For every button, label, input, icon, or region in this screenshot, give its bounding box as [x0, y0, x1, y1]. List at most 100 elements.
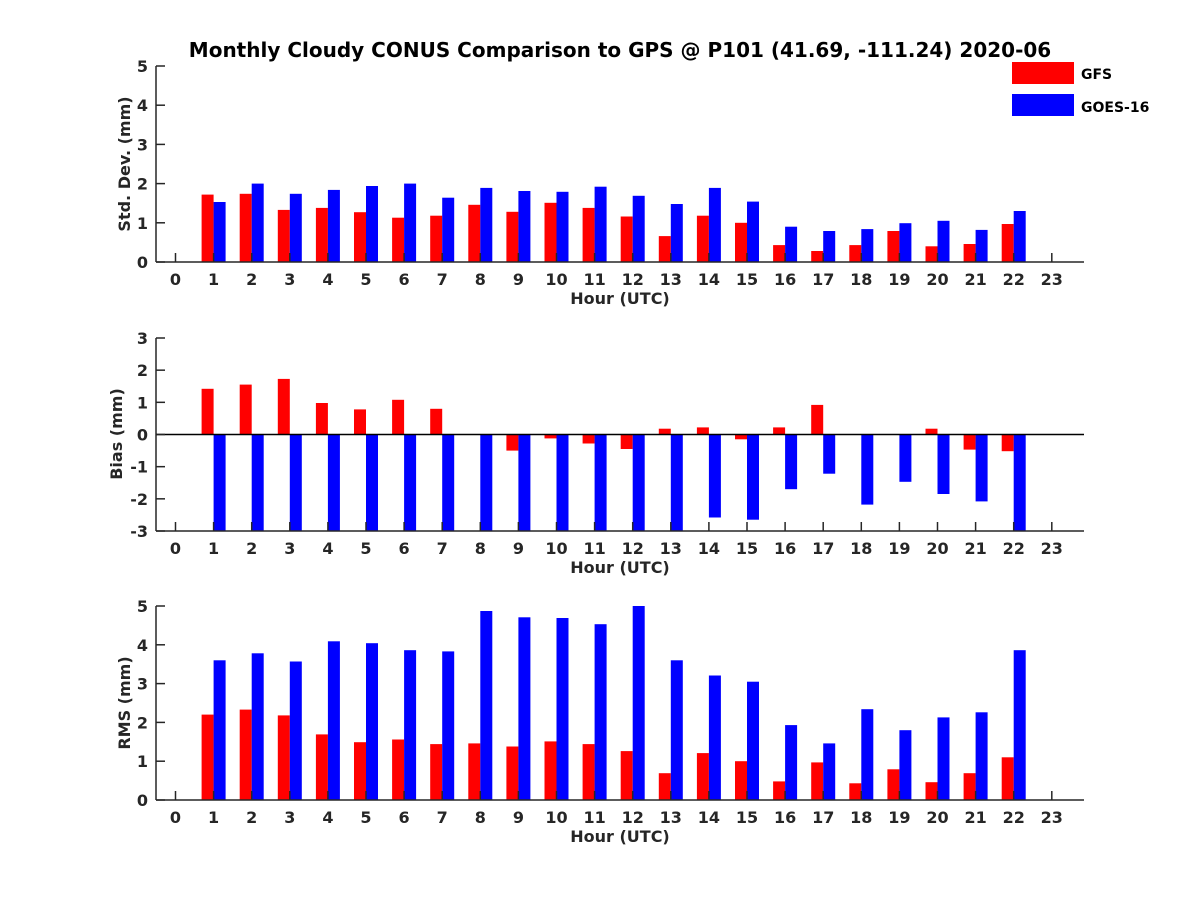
bar-goes16-hour-14: [708, 434, 721, 518]
x-tick-label: 21: [964, 539, 986, 558]
bar-gfs-hour-14: [696, 427, 709, 435]
bar-goes16-hour-21: [975, 229, 988, 262]
y-tick-label: 1: [137, 393, 148, 412]
bar-goes16-hour-20: [937, 220, 950, 262]
x-tick-label: 9: [513, 270, 524, 289]
bar-gfs-hour-14: [696, 215, 709, 262]
bar-goes16-hour-22: [1013, 211, 1026, 262]
bar-goes16-hour-6: [404, 183, 417, 262]
x-tick-label: 11: [583, 808, 605, 827]
bar-gfs-hour-22: [1001, 757, 1014, 800]
bar-gfs-hour-18: [849, 783, 862, 800]
bar-goes16-hour-12: [632, 434, 645, 531]
x-tick-label: 3: [284, 270, 295, 289]
x-tick-label: 9: [513, 808, 524, 827]
x-tick-label: 3: [284, 539, 295, 558]
x-tick-label: 17: [812, 808, 834, 827]
x-tick-label: 4: [322, 539, 333, 558]
legend-swatch-gfs: [1012, 62, 1074, 84]
bar-goes16-hour-18: [861, 709, 874, 800]
bar-goes16-hour-22: [1013, 434, 1026, 531]
x-tick-label: 19: [888, 270, 910, 289]
bar-gfs-hour-22: [1001, 434, 1014, 452]
x-tick-label: 8: [475, 539, 486, 558]
y-tick-label: 3: [137, 675, 148, 694]
bar-gfs-hour-12: [620, 751, 633, 800]
bar-gfs-hour-20: [925, 428, 938, 435]
x-tick-label: 14: [698, 808, 720, 827]
bar-gfs-hour-15: [735, 761, 747, 800]
bar-goes16-hour-1: [213, 434, 226, 531]
x-axis-label: Hour (UTC): [570, 558, 670, 577]
x-tick-label: 22: [1003, 808, 1025, 827]
bar-goes16-hour-4: [327, 434, 340, 531]
x-tick-label: 12: [622, 539, 644, 558]
x-tick-label: 16: [774, 270, 796, 289]
bar-gfs-hour-15: [735, 434, 747, 440]
bar-goes16-hour-12: [632, 606, 645, 800]
y-tick-label: -2: [130, 490, 148, 509]
x-tick-label: 2: [246, 808, 257, 827]
x-tick-label: 5: [360, 270, 371, 289]
y-tick-label: 2: [137, 175, 148, 194]
legend-swatch-goes16: [1012, 94, 1074, 116]
x-tick-label: 7: [437, 808, 448, 827]
bar-gfs-hour-4: [315, 403, 328, 435]
y-tick-label: 5: [137, 597, 148, 616]
bar-gfs-hour-9: [506, 746, 519, 800]
x-tick-label: 0: [170, 270, 181, 289]
x-tick-label: 18: [850, 270, 872, 289]
bar-goes16-hour-11: [594, 434, 607, 531]
bar-goes16-hour-10: [556, 191, 569, 262]
bar-goes16-hour-17: [823, 434, 836, 474]
bar-gfs-hour-13: [658, 428, 671, 435]
bar-gfs-hour-4: [315, 207, 328, 262]
x-tick-label: 21: [964, 270, 986, 289]
bar-goes16-hour-14: [708, 187, 721, 262]
x-tick-label: 19: [888, 539, 910, 558]
bar-goes16-hour-15: [747, 434, 759, 520]
bar-goes16-hour-16: [785, 226, 798, 262]
bar-goes16-hour-16: [785, 434, 798, 490]
bar-gfs-hour-7: [430, 215, 443, 262]
y-axis-label: RMS (mm): [115, 656, 134, 749]
x-tick-label: 4: [322, 808, 333, 827]
bar-goes16-hour-19: [899, 434, 912, 482]
x-tick-label: 1: [208, 808, 219, 827]
bar-gfs-hour-2: [239, 384, 252, 435]
bar-goes16-hour-21: [975, 434, 988, 502]
legend-label-gfs: GFS: [1081, 67, 1112, 83]
x-axis-label: Hour (UTC): [570, 827, 670, 846]
x-axis-label: Hour (UTC): [570, 289, 670, 308]
x-tick-label: 0: [170, 808, 181, 827]
x-tick-label: 13: [660, 270, 682, 289]
bar-goes16-hour-8: [480, 611, 493, 800]
bar-goes16-hour-5: [366, 643, 378, 800]
bar-goes16-hour-7: [442, 651, 455, 800]
bar-gfs-hour-12: [620, 216, 633, 262]
bar-gfs-hour-11: [582, 434, 595, 444]
bar-gfs-hour-21: [963, 773, 976, 800]
bar-goes16-hour-6: [404, 650, 417, 800]
bar-gfs-hour-21: [963, 434, 976, 450]
y-tick-label: 2: [137, 361, 148, 380]
bar-goes16-hour-2: [251, 653, 264, 800]
bar-goes16-hour-9: [518, 617, 531, 800]
x-tick-label: 2: [246, 539, 257, 558]
bar-goes16-hour-13: [670, 434, 683, 531]
bar-gfs-hour-17: [811, 251, 824, 262]
x-tick-label: 17: [812, 270, 834, 289]
bar-goes16-hour-13: [670, 660, 683, 800]
bar-gfs-hour-8: [468, 743, 481, 800]
y-axis-label: Std. Dev. (mm): [115, 96, 134, 231]
legend-label-goes16: GOES-16: [1081, 100, 1149, 116]
bar-gfs-hour-3: [277, 378, 290, 435]
x-tick-label: 19: [888, 808, 910, 827]
y-tick-label: 1: [137, 214, 148, 233]
y-tick-label: 4: [137, 636, 148, 655]
bar-gfs-hour-5: [354, 742, 366, 800]
y-tick-label: 2: [137, 713, 148, 732]
